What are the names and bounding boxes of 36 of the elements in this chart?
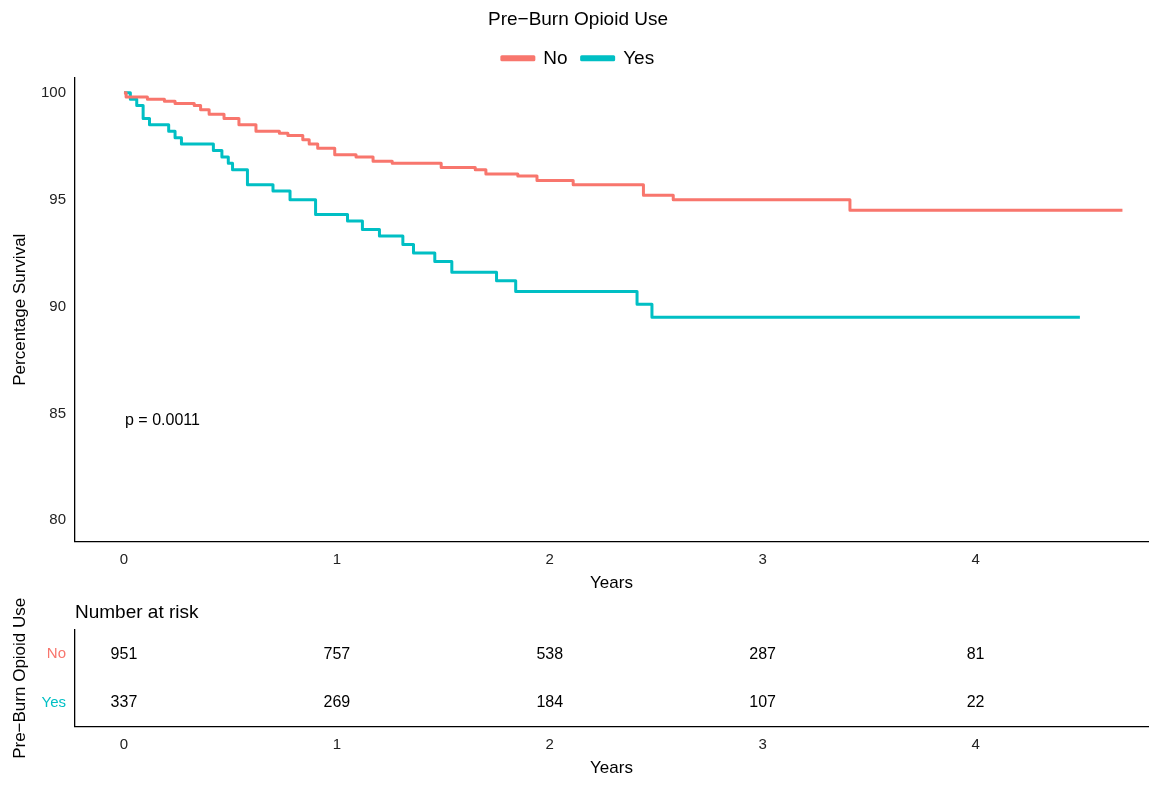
- data-label: 107: [749, 692, 777, 710]
- legend-label: Yes: [623, 46, 655, 68]
- legend-label: No: [543, 46, 568, 68]
- data-label: 269: [323, 692, 351, 710]
- chart-title: Number at risk: [75, 600, 200, 622]
- x-tick-label: 3: [758, 734, 767, 752]
- data-label: 538: [536, 644, 564, 662]
- x-axis-title: Years: [590, 573, 633, 593]
- y-axis-title: Percentage Survival: [9, 233, 29, 386]
- data-label: 287: [749, 644, 777, 662]
- x-tick-label: 4: [971, 549, 980, 567]
- data-label: 184: [536, 692, 564, 710]
- annotation: p = 0.0011: [125, 411, 200, 429]
- x-tick-label: 3: [758, 549, 767, 567]
- data-label: 757: [323, 644, 351, 662]
- data-label: 81: [966, 644, 985, 662]
- data-label: 22: [966, 692, 985, 710]
- x-axis-title: Years: [590, 758, 633, 778]
- y-tick-label: No: [46, 644, 66, 662]
- x-tick-label: 0: [119, 549, 129, 567]
- x-tick-label: 1: [332, 734, 342, 752]
- y-tick-label: 90: [49, 296, 66, 314]
- x-tick-label: 1: [332, 549, 342, 567]
- x-tick-label: 2: [545, 549, 554, 567]
- x-tick-label: 2: [545, 734, 554, 752]
- data-label: 337: [110, 692, 138, 710]
- y-tick-label: 100: [40, 82, 66, 100]
- x-tick-label: 0: [119, 734, 129, 752]
- y-tick-label: 85: [49, 403, 66, 421]
- y-tick-label: Yes: [41, 692, 66, 710]
- y-tick-label: 95: [49, 189, 66, 207]
- y-tick-label: 80: [49, 510, 66, 528]
- y-axis-title: Pre−Burn Opioid Use: [9, 597, 29, 759]
- x-tick-label: 4: [971, 734, 980, 752]
- legend-title: Pre−Burn Opioid Use: [487, 7, 669, 29]
- data-label: 951: [110, 644, 138, 662]
